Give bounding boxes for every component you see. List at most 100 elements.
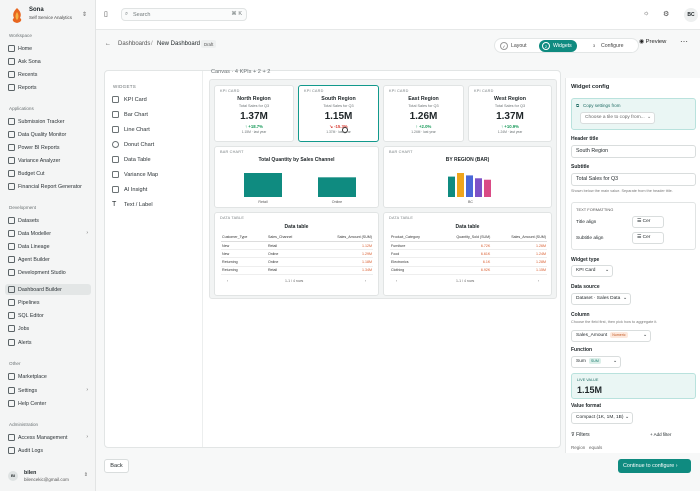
widget-kpi-card[interactable]: KPI Card — [112, 94, 197, 106]
user-menu[interactable]: BI bilen bilencekic@gmail.com ⇕ — [4, 468, 92, 486]
sun-icon[interactable]: ☼ — [643, 10, 650, 17]
column-header[interactable]: Sales_Channel — [266, 233, 312, 242]
chevron-updown-icon[interactable]: ⇕ — [81, 12, 87, 18]
widget-text-label[interactable]: T Text / Label — [112, 199, 197, 211]
continue-button[interactable]: Continue to configure › — [618, 459, 691, 473]
bar[interactable] — [475, 178, 482, 197]
bar[interactable] — [484, 179, 491, 197]
bar[interactable] — [244, 173, 282, 197]
data-table-card-products[interactable]: DATA TABLE Data table Product_Category Qu… — [383, 212, 552, 296]
bar[interactable] — [318, 177, 356, 197]
chart-title: Total Quantity by Sales Channel — [258, 157, 335, 163]
prev-page-icon[interactable]: ‹ — [396, 279, 398, 283]
column-type-badge: Numeric — [610, 332, 628, 338]
preview-button[interactable]: ◉ Preview — [639, 39, 666, 45]
step-layout[interactable]: ✓ Layout — [497, 40, 532, 52]
kpi-subtitle: Total Sales for Q3 — [238, 104, 270, 108]
data-source-select[interactable]: Dataset · Sales Data ⌄ — [571, 293, 631, 305]
widget-ai-insight[interactable]: AI Insight — [112, 184, 197, 196]
more-icon[interactable]: ⋯ — [680, 37, 688, 46]
next-page-icon[interactable]: › — [538, 279, 540, 283]
sidebar-item-data-lineage[interactable]: Data Lineage — [5, 241, 91, 252]
sidebar-item-jobs[interactable]: Jobs — [5, 323, 91, 334]
sidebar-item-powerbi[interactable]: Power BI Reports — [5, 142, 91, 153]
widget-data-table[interactable]: Data Table — [112, 154, 197, 166]
column-header[interactable]: Customer_Type — [221, 233, 267, 242]
column-header[interactable]: Product_Category — [390, 233, 437, 242]
prev-page-icon[interactable]: ‹ — [227, 279, 229, 283]
sidebar-item-datasets[interactable]: Datasets — [5, 215, 91, 226]
sidebar-item-alerts[interactable]: Alerts — [5, 337, 91, 348]
kpi-card-east[interactable]: KPI CARD East Region Total Sales for Q3 … — [383, 85, 464, 142]
step-configure[interactable]: 3 Configure — [587, 40, 629, 52]
sidebar-item-sql-editor[interactable]: SQL Editor — [5, 310, 91, 321]
sidebar-item-variance[interactable]: Variance Analyzer — [5, 155, 91, 166]
sidebar-item-budget-cut[interactable]: Budget Cut — [5, 168, 91, 179]
kpi-value: 1.26M — [409, 111, 438, 122]
search-input[interactable]: ⌕ Search ⌘ K — [121, 8, 247, 21]
bar-chart-card-region[interactable]: BAR CHART BY REGION (BAR) BC — [383, 146, 552, 208]
widget-variance-map[interactable]: Variance Map — [112, 169, 197, 181]
sidebar-item-home[interactable]: Home — [5, 43, 91, 54]
bar[interactable] — [466, 175, 473, 197]
function-select[interactable]: Sum SUM ⌄ — [571, 356, 621, 368]
sidebar-item-data-modeller[interactable]: Data Modeller › — [5, 228, 91, 239]
sidebar-item-access[interactable]: Access Management › — [5, 432, 91, 443]
add-filter-button[interactable]: + Add filter — [650, 432, 672, 437]
kpi-delta: ↘ -15.3% — [329, 124, 348, 129]
bar-chart-card-channel[interactable]: BAR CHART Total Quantity by Sales Channe… — [214, 146, 379, 208]
sidebar-item-reports[interactable]: Reports — [5, 82, 91, 93]
kpi-card-north[interactable]: KPI CARD North Region Total Sales for Q3… — [214, 85, 294, 142]
widget-line-chart[interactable]: Line Chart — [112, 124, 197, 136]
sidebar-item-dashboard-builder[interactable]: Dashboard Builder — [5, 284, 91, 295]
table-cell: 1.18M — [311, 257, 373, 267]
brand[interactable]: Sona Self Service Analytics ⇕ — [9, 6, 93, 26]
widget-type-select[interactable]: KPI Card ⌄ — [571, 265, 613, 277]
column-header[interactable]: Quantity_Sold (SUM) — [436, 233, 492, 242]
bar[interactable] — [457, 173, 464, 197]
bar[interactable] — [448, 176, 455, 197]
header-title-input[interactable]: South Region — [571, 145, 696, 158]
gear-icon[interactable]: ⚙ — [663, 11, 670, 18]
copy-from-select[interactable]: Choose a tile to copy from... ⌄ — [580, 112, 655, 124]
filter-row[interactable]: Region equals — [571, 445, 696, 453]
sidebar-item-audit[interactable]: Audit Logs — [5, 445, 91, 456]
sidebar-item-pipelines[interactable]: Pipelines — [5, 297, 91, 308]
step-widgets[interactable]: 2 Widgets — [539, 40, 577, 52]
filter-operator: equals — [589, 445, 603, 450]
column-header[interactable]: Sales_Amount (SUM) — [311, 233, 373, 242]
widget-bar-chart[interactable]: Bar Chart — [112, 109, 197, 121]
sidebar-toggle-icon[interactable]: ▯ — [104, 11, 108, 18]
kpi-card-west[interactable]: KPI CARD West Region Total Sales for Q3 … — [468, 85, 552, 142]
sidebar-item-label: Budget Cut — [18, 170, 45, 177]
sidebar-item-settings[interactable]: Settings › — [5, 385, 91, 396]
sidebar-item-data-quality[interactable]: Data Quality Monitor — [5, 129, 91, 140]
subtitle-align-select[interactable]: ☰ Cer — [632, 232, 664, 244]
value-format-select[interactable]: Compact (1K, 1M, 1B) ⌄ — [571, 412, 633, 424]
sidebar-item-label: Pipelines — [18, 299, 40, 306]
sidebar-item-agent-builder[interactable]: Agent Builder — [5, 254, 91, 265]
clock-icon — [8, 71, 15, 78]
select-value: Compact (1K, 1M, 1B) — [576, 415, 624, 420]
sidebar-item-label: Help Center — [18, 400, 47, 407]
data-table-card-customers[interactable]: DATA TABLE Data table Customer_Type Sales… — [214, 212, 379, 296]
avatar[interactable]: BC — [684, 8, 698, 22]
sidebar-item-submission-tracker[interactable]: Submission Tracker — [5, 116, 91, 127]
sidebar-item-financial-report[interactable]: Financial Report Generator — [5, 181, 91, 192]
back-button[interactable]: Back — [104, 459, 129, 473]
breadcrumb-root[interactable]: Dashboards — [118, 41, 151, 47]
title-align-select[interactable]: ☰ Cer — [632, 216, 664, 228]
kpi-card-south[interactable]: KPI CARD South Region Total Sales for Q3… — [298, 85, 379, 142]
sidebar-item-ask-sona[interactable]: Ask Sona — [5, 56, 91, 67]
line-chart-icon — [112, 126, 119, 133]
back-arrow-icon[interactable]: ← — [105, 41, 111, 47]
sidebar-item-marketplace[interactable]: Marketplace — [5, 371, 91, 382]
column-header[interactable]: Sales_Amount (SUM) — [491, 233, 547, 242]
sidebar-item-recents[interactable]: Recents — [5, 69, 91, 80]
column-select[interactable]: Sales_Amount Numeric ⌄ — [571, 330, 651, 342]
next-page-icon[interactable]: › — [365, 279, 367, 283]
sidebar-item-dev-studio[interactable]: Development Studio — [5, 267, 91, 278]
widget-donut-chart[interactable]: Donut Chart — [112, 139, 197, 151]
subtitle-input[interactable]: Total Sales for Q3 — [571, 173, 696, 186]
sidebar-item-help[interactable]: Help Center — [5, 398, 91, 409]
